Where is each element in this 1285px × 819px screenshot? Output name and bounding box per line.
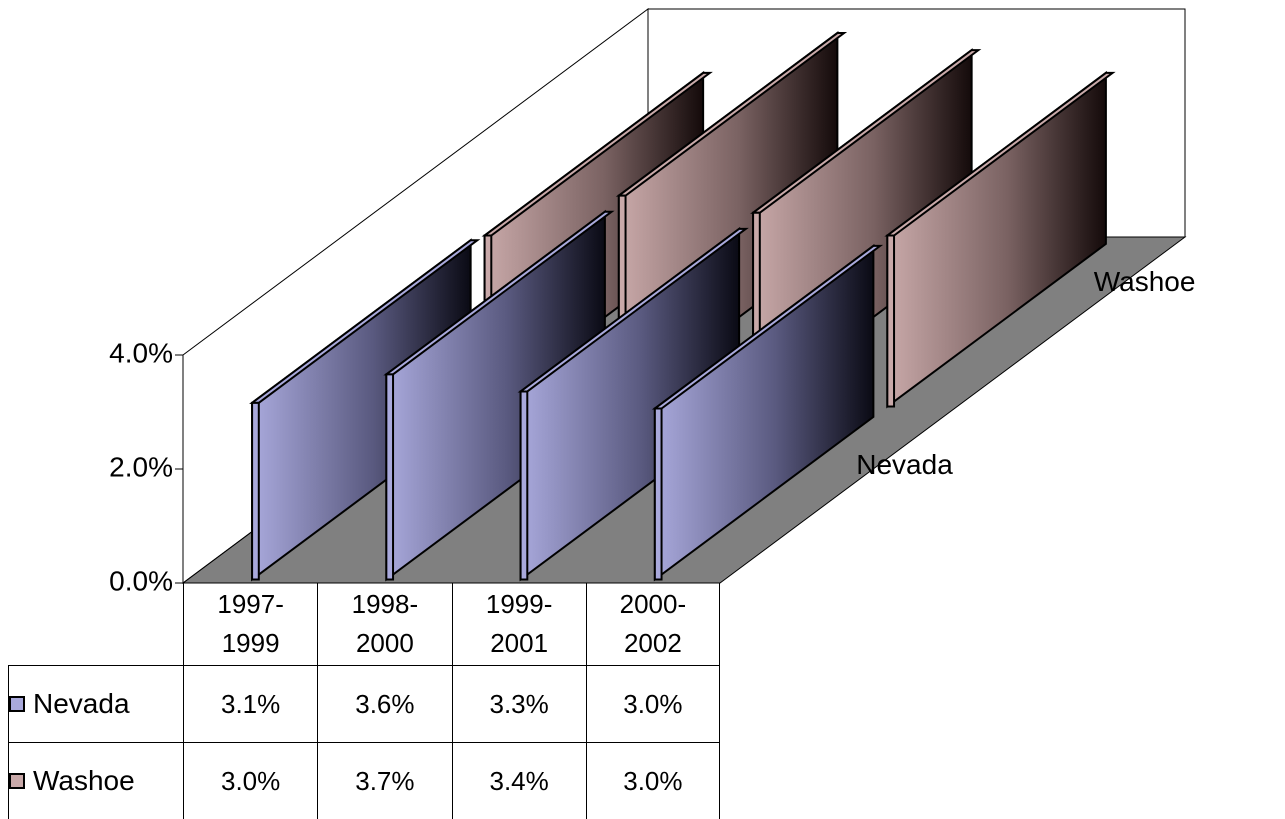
value-label: 3.7%	[317, 742, 452, 819]
value-label: 3.6%	[317, 665, 452, 742]
y-tick-label: 0.0%	[109, 565, 173, 596]
bar-front	[385, 373, 395, 581]
table-header: 1998-2000	[317, 583, 451, 665]
series-axis-label: Nevada	[856, 449, 953, 480]
value-label: 3.4%	[451, 742, 586, 819]
value-label: 3.3%	[451, 665, 586, 742]
legend-cell: Nevada	[8, 665, 183, 742]
table-header: 1999-2001	[451, 583, 586, 665]
table-header: 2000-2002	[585, 583, 720, 665]
legend-swatch	[9, 773, 25, 789]
bar-front	[886, 234, 896, 408]
y-tick-label: 2.0%	[109, 451, 173, 482]
bar-front	[251, 401, 260, 581]
legend-swatch	[9, 696, 25, 712]
legend-label: Nevada	[33, 688, 130, 719]
bar	[383, 209, 615, 582]
series-axis-label: Washoe	[1094, 266, 1196, 297]
value-label: 3.0%	[585, 665, 720, 742]
value-label: 3.1%	[183, 665, 318, 742]
value-label: 3.0%	[183, 742, 318, 819]
legend-label: Washoe	[33, 765, 135, 796]
bar-front	[519, 390, 529, 581]
bar	[517, 226, 749, 582]
y-tick-label: 4.0%	[109, 337, 173, 368]
bar	[884, 70, 1116, 409]
value-label: 3.0%	[585, 742, 720, 819]
table-header: 1997-1999	[183, 583, 317, 665]
bar-front	[653, 407, 663, 581]
legend-cell: Washoe	[8, 742, 183, 819]
bar	[651, 243, 884, 582]
